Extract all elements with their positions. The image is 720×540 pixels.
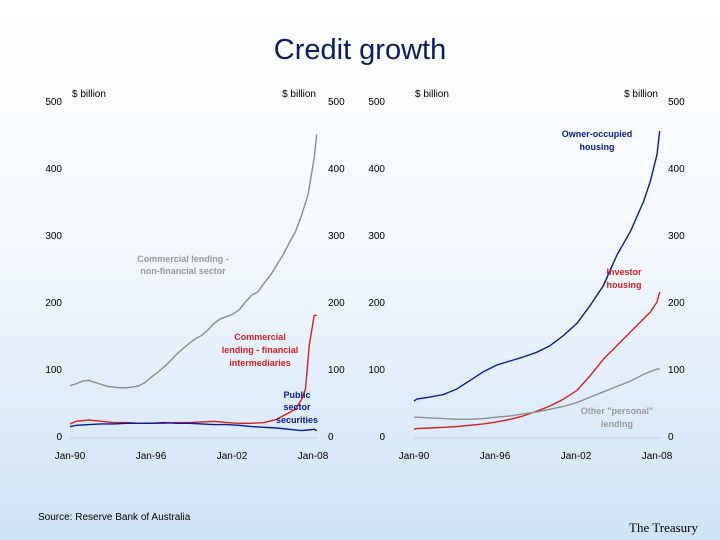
chart2-annotation: Investor (606, 267, 642, 277)
chart1-ytick-right: 100 (328, 365, 345, 376)
chart2-series-1-line (413, 131, 661, 402)
chart2-xtick: Jan-90 (399, 451, 430, 462)
chart2-ytick-right: 200 (668, 298, 685, 309)
chart2-ytick-left: 500 (368, 97, 385, 108)
chart1-unit-right: $ billion (282, 89, 316, 100)
chart1-ytick-right: 500 (328, 97, 345, 108)
chart1-ytick-left: 300 (45, 231, 62, 242)
chart2-unit-right: $ billion (624, 89, 658, 100)
page-title: Credit growth (273, 34, 447, 66)
chart2-ytick-right: 500 (668, 97, 685, 108)
chart2-ytick-left: 0 (379, 432, 385, 443)
chart2-xtick: Jan-96 (480, 451, 511, 462)
chart2-ytick-right: 300 (668, 231, 685, 242)
chart1-series-3-line (69, 421, 318, 432)
chart1-ytick-left: 500 (45, 97, 62, 108)
treasury-brand: The Treasury (629, 520, 698, 535)
chart1-annotation: securities (276, 415, 318, 425)
chart1-annotation: Commercial (234, 332, 286, 342)
chart1-xtick: Jan-90 (55, 451, 86, 462)
chart2-ytick-left: 400 (368, 164, 385, 175)
chart2-annotation: housing (607, 280, 642, 290)
chart2-annotation: housing (580, 142, 615, 152)
chart1-annotation: lending - financial (222, 345, 299, 355)
chart2-ytick-right: 0 (668, 432, 674, 443)
chart1-annotation: intermediaries (229, 358, 291, 368)
chart2-annotation: lending (601, 419, 633, 429)
chart2-annotation: Owner-occupied (562, 129, 633, 139)
chart1-annotation: Public (283, 390, 310, 400)
chart1-ytick-left: 100 (45, 365, 62, 376)
chart1-annotation: sector (283, 402, 311, 412)
chart1-ytick-left: 0 (56, 432, 62, 443)
chart1-annotation: non-financial sector (140, 266, 226, 276)
chart1-ytick-right: 0 (328, 432, 334, 443)
chart2-ytick-right: 400 (668, 164, 685, 175)
chart1-series-1-line (69, 134, 318, 389)
chart2-ytick-left: 300 (368, 231, 385, 242)
chart2-annotation: Other "personal" (581, 406, 654, 416)
chart1-ytick-left: 200 (45, 298, 62, 309)
chart2-ytick-right: 100 (668, 365, 685, 376)
chart2-series-3-line (414, 368, 660, 420)
chart2-unit-left: $ billion (415, 89, 449, 100)
chart1-annotation: Commercial lending - (137, 254, 229, 264)
chart1-xtick: Jan-08 (298, 451, 329, 462)
chart2-ytick-left: 200 (368, 298, 385, 309)
chart1-xtick: Jan-96 (136, 451, 167, 462)
chart1-ytick-left: 400 (45, 164, 62, 175)
chart1-ytick-right: 300 (328, 231, 345, 242)
chart2-ytick-left: 100 (368, 365, 385, 376)
chart1-xtick: Jan-02 (217, 451, 248, 462)
chart1-series-2-line (69, 314, 317, 425)
chart1-ytick-right: 200 (328, 298, 345, 309)
chart2-series-2-line (413, 291, 661, 430)
source-note: Source: Reserve Bank of Australia (38, 512, 191, 523)
chart2-xtick: Jan-08 (642, 451, 673, 462)
chart1-unit-left: $ billion (72, 89, 106, 100)
chart2-xtick: Jan-02 (561, 451, 592, 462)
chart1-ytick-right: 400 (328, 164, 345, 175)
